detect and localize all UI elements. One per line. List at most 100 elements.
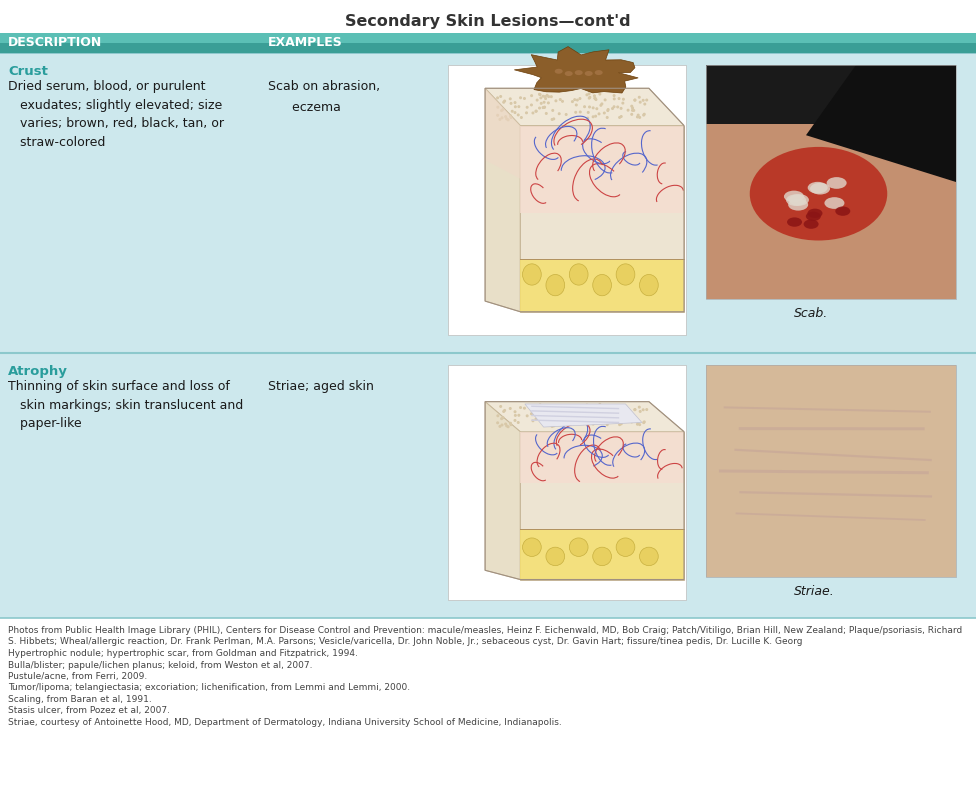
Circle shape [543, 415, 544, 417]
Circle shape [595, 99, 596, 101]
Bar [706, 513, 956, 534]
Circle shape [550, 96, 552, 97]
Polygon shape [485, 88, 520, 178]
Polygon shape [485, 401, 684, 431]
Polygon shape [520, 431, 684, 580]
Circle shape [607, 418, 609, 419]
Circle shape [579, 97, 581, 99]
Bar [706, 65, 956, 299]
Circle shape [634, 409, 635, 410]
Circle shape [594, 115, 596, 117]
Polygon shape [806, 65, 956, 182]
Circle shape [644, 103, 645, 105]
Text: Photos from Public Health Image Library (PHIL), Centers for Disease Control and : Photos from Public Health Image Library … [8, 626, 962, 635]
Ellipse shape [789, 199, 808, 211]
Text: Stasis ulcer, from Pozez et al, 2007.: Stasis ulcer, from Pozez et al, 2007. [8, 706, 170, 715]
Circle shape [535, 110, 537, 112]
Bar [0, 43, 976, 53]
Circle shape [547, 405, 548, 406]
Circle shape [639, 117, 640, 118]
Circle shape [514, 414, 516, 416]
Circle shape [631, 107, 633, 109]
Circle shape [526, 106, 528, 108]
Circle shape [621, 416, 622, 418]
Circle shape [551, 426, 553, 427]
Circle shape [524, 97, 525, 99]
Circle shape [628, 418, 629, 419]
Circle shape [526, 112, 527, 114]
Circle shape [541, 412, 542, 414]
Circle shape [631, 415, 633, 417]
Text: Pustule/acne, from Ferri, 2009.: Pustule/acne, from Ferri, 2009. [8, 672, 147, 681]
Circle shape [565, 421, 567, 423]
Ellipse shape [554, 69, 563, 74]
Ellipse shape [803, 220, 819, 229]
Circle shape [553, 118, 554, 120]
Ellipse shape [546, 547, 565, 565]
Text: Tumor/lipoma; telangiectasia; excoriation; lichenification, from Lemmi and Lemmi: Tumor/lipoma; telangiectasia; excoriatio… [8, 684, 410, 693]
Circle shape [636, 116, 638, 118]
Ellipse shape [585, 71, 592, 76]
Circle shape [502, 117, 503, 118]
Circle shape [497, 422, 499, 423]
Circle shape [511, 110, 513, 112]
Circle shape [577, 99, 578, 101]
Circle shape [594, 97, 595, 99]
Circle shape [502, 424, 503, 426]
Ellipse shape [787, 217, 802, 227]
Circle shape [548, 96, 549, 97]
Bar [706, 65, 956, 299]
Circle shape [619, 424, 621, 426]
Circle shape [580, 111, 581, 113]
Bar [0, 353, 976, 618]
Text: Bulla/blister; papule/lichen planus; keloid, from Weston et al, 2007.: Bulla/blister; papule/lichen planus; kel… [8, 660, 312, 670]
Circle shape [601, 412, 603, 414]
Circle shape [552, 109, 553, 111]
Circle shape [600, 414, 601, 415]
Bar [706, 386, 956, 407]
Circle shape [531, 413, 532, 414]
Text: Crust: Crust [8, 65, 48, 78]
Circle shape [514, 112, 515, 114]
Bar [706, 123, 956, 299]
Circle shape [531, 405, 532, 406]
Ellipse shape [616, 538, 634, 556]
Bar [706, 365, 956, 577]
Circle shape [646, 409, 647, 410]
Circle shape [540, 404, 541, 406]
Circle shape [607, 109, 609, 110]
Circle shape [544, 415, 545, 417]
Circle shape [540, 407, 542, 409]
Bar [706, 428, 956, 450]
Ellipse shape [789, 194, 809, 206]
Text: Secondary Skin Lesions—cont'd: Secondary Skin Lesions—cont'd [346, 14, 630, 29]
Circle shape [639, 101, 641, 103]
Ellipse shape [750, 147, 887, 241]
Bar [448, 365, 686, 600]
Circle shape [559, 408, 561, 410]
Polygon shape [485, 401, 520, 580]
Circle shape [548, 102, 549, 104]
Circle shape [639, 424, 640, 426]
Circle shape [622, 411, 624, 413]
Text: Hypertrophic nodule; hypertrophic scar, from Goldman and Fitzpatrick, 1994.: Hypertrophic nodule; hypertrophic scar, … [8, 649, 358, 658]
Bar [706, 492, 956, 513]
Circle shape [639, 410, 641, 412]
Circle shape [613, 405, 615, 406]
Circle shape [544, 415, 546, 417]
Circle shape [614, 408, 615, 410]
Circle shape [601, 103, 603, 105]
Text: Striae, courtesy of Antoinette Hood, MD, Department of Dermatology, Indiana Univ: Striae, courtesy of Antoinette Hood, MD,… [8, 718, 562, 727]
Circle shape [621, 108, 622, 109]
Text: DESCRIPTION: DESCRIPTION [8, 36, 102, 49]
Circle shape [541, 102, 542, 104]
Circle shape [622, 102, 624, 104]
Text: Thinning of skin surface and loss of
   skin markings; skin translucent and
   p: Thinning of skin surface and loss of ski… [8, 380, 243, 430]
Circle shape [497, 97, 499, 99]
Circle shape [518, 105, 519, 107]
Circle shape [574, 409, 576, 410]
Ellipse shape [522, 538, 542, 556]
Circle shape [575, 419, 577, 421]
Bar [706, 365, 956, 577]
Circle shape [621, 423, 622, 425]
